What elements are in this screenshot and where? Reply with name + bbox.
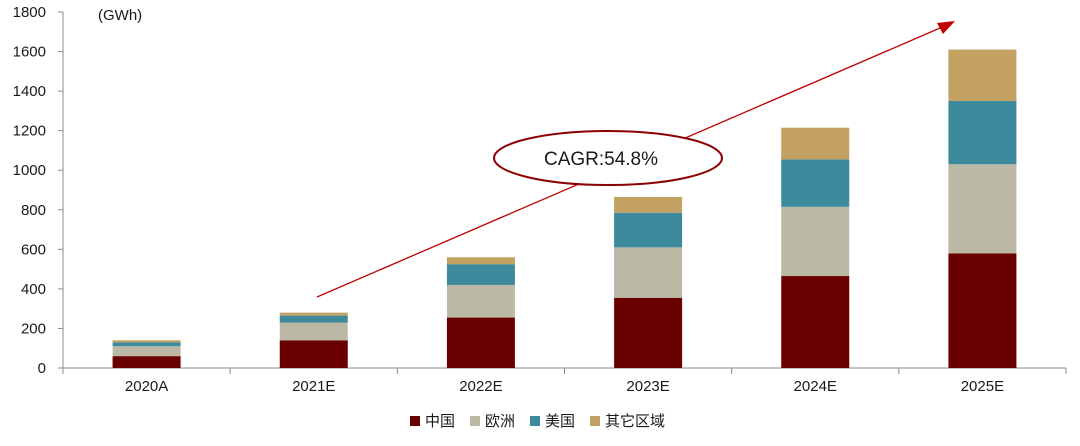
y-tick-label: 1000: [13, 162, 46, 179]
bar-segment: [614, 212, 683, 248]
y-tick-label: 1800: [13, 4, 46, 21]
bar-segment: [948, 164, 1017, 254]
y-tick-label: 1400: [13, 83, 46, 100]
bar-segment: [781, 276, 850, 368]
cagr-annotation: CAGR:54.8%: [316, 21, 955, 298]
bar-segment: [279, 340, 348, 368]
bar-segment: [279, 312, 348, 316]
legend-swatch: [530, 416, 540, 426]
legend-swatch: [410, 416, 420, 426]
y-tick-label: 200: [21, 320, 46, 337]
bar-segment: [948, 253, 1017, 368]
y-axis-unit-label: (GWh): [98, 7, 142, 24]
bar-segment: [446, 264, 515, 285]
x-category-label: 2020A: [125, 378, 168, 395]
bar-segment: [781, 127, 850, 160]
bar-segment: [446, 284, 515, 318]
bar-segment: [112, 340, 181, 343]
x-category-label: 2022E: [459, 378, 502, 395]
bar-segment: [614, 196, 683, 213]
cagr-label: CAGR:54.8%: [544, 149, 658, 170]
y-tick-label: 600: [21, 241, 46, 258]
x-category-label: 2021E: [292, 378, 335, 395]
legend-label: 欧洲: [485, 413, 515, 430]
bar-segment: [446, 317, 515, 368]
legend-swatch: [590, 416, 600, 426]
bar-segment: [614, 247, 683, 298]
x-category-label: 2025E: [961, 378, 1004, 395]
y-tick-label: 400: [21, 281, 46, 298]
x-category-label: 2023E: [626, 378, 669, 395]
bar-segment: [112, 346, 181, 357]
y-tick-label: 1600: [13, 44, 46, 61]
axes: 0 200 400 600 800 1000 1200 1400 1600 1800 2020A 20…: [13, 4, 1067, 395]
legend-swatch: [470, 416, 480, 426]
bar-segment: [279, 315, 348, 323]
y-tick-label: 800: [21, 202, 46, 219]
bar-segment: [446, 257, 515, 265]
bar-segment: [948, 101, 1017, 165]
bar-segment: [948, 49, 1017, 101]
bar-segment: [781, 206, 850, 277]
bar-segment: [279, 322, 348, 341]
legend-label: 其它区域: [605, 412, 665, 430]
legend-label: 美国: [545, 413, 575, 430]
x-category-label: 2024E: [794, 378, 837, 395]
legend: 中国 欧洲 美国 其它区域: [410, 412, 665, 430]
bars: [112, 49, 1017, 368]
y-tick-label: 1200: [13, 123, 46, 140]
y-tick-label: 0: [38, 360, 46, 377]
bar-segment: [112, 342, 181, 347]
legend-label: 中国: [425, 413, 455, 430]
bar-segment: [614, 297, 683, 368]
bar-segment: [112, 356, 181, 368]
bar-segment: [781, 159, 850, 207]
arrowhead-icon: [937, 21, 955, 34]
cagr-ellipse: [493, 130, 723, 186]
